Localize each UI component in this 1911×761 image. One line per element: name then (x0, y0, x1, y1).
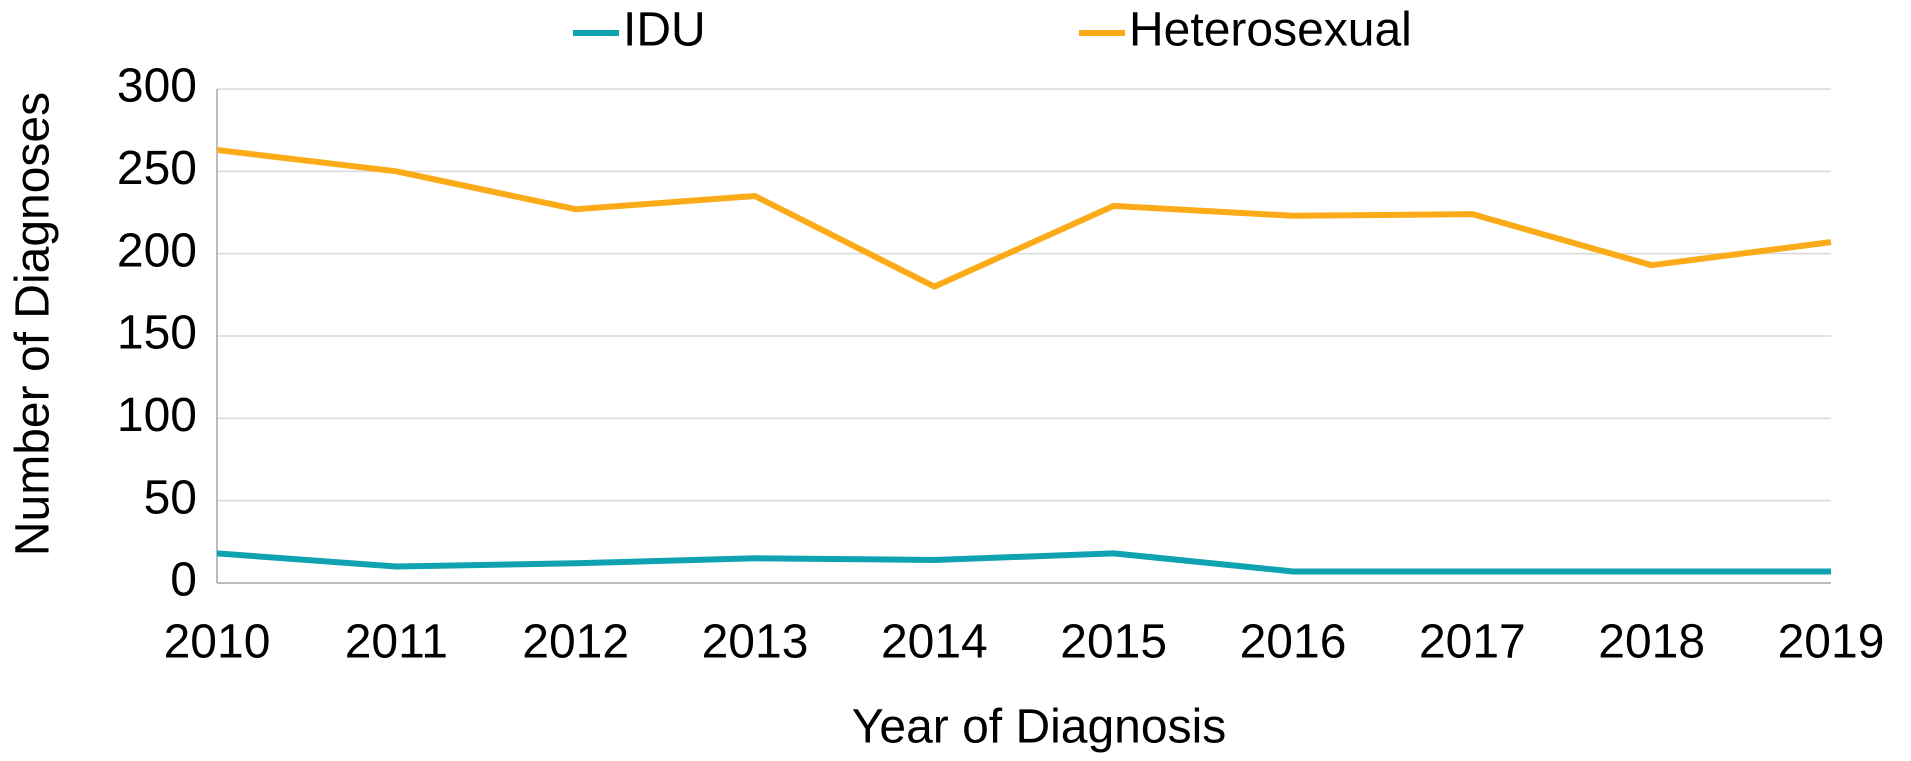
x-tick-label: 2016 (1240, 616, 1347, 669)
x-tick-label: 2010 (164, 616, 271, 669)
y-tick-label: 250 (117, 142, 197, 195)
x-tick-label: 2014 (881, 616, 988, 669)
x-tick-label: 2013 (702, 616, 809, 669)
y-tick-label: 200 (117, 224, 197, 277)
y-tick-label: 300 (117, 60, 197, 113)
y-axis-title: Number of Diagnoses (7, 92, 60, 556)
y-tick-label: 50 (144, 471, 197, 524)
series-line (216, 550, 1831, 575)
x-tick-label: 2018 (1598, 616, 1705, 669)
x-tick-label: 2015 (1060, 616, 1167, 669)
x-axis-title: Year of Diagnosis (852, 701, 1226, 754)
legend-label: Heterosexual (1129, 4, 1412, 57)
x-tick-label: 2012 (522, 616, 629, 669)
x-tick-label: 2019 (1778, 616, 1885, 669)
x-tick-label: 2017 (1419, 616, 1526, 669)
y-tick-label: 150 (117, 307, 197, 360)
y-tick-label: 100 (117, 389, 197, 442)
legend-label: IDU (623, 4, 706, 57)
y-tick-label: 0 (170, 554, 197, 607)
x-tick-label: 2011 (345, 616, 448, 669)
series-line (216, 146, 1832, 290)
